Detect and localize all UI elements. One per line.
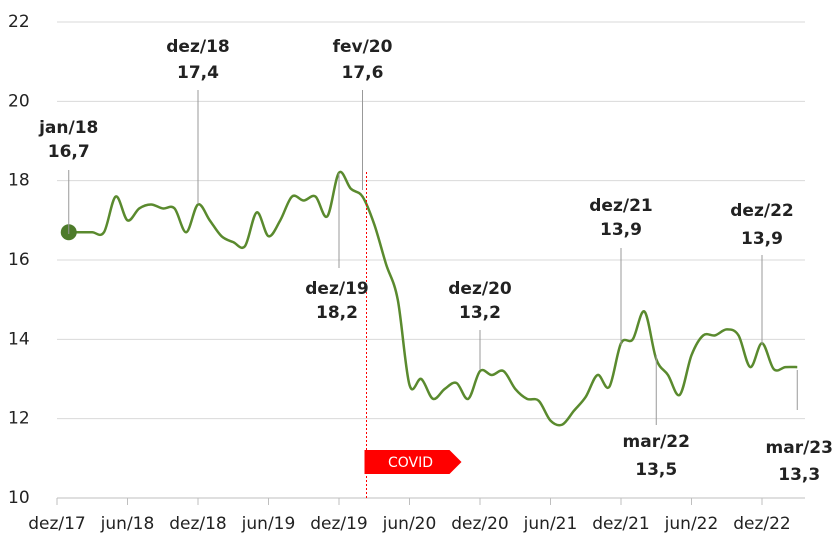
x-tick-label: dez/19 [310,514,368,534]
x-tick-label: jun/22 [664,514,719,534]
x-tick-label: jun/18 [100,514,155,534]
y-tick-label: 20 [8,91,30,111]
annotation-value: 13,9 [600,220,642,240]
annotation-month: mar/23 [766,438,833,458]
annotation-value: 17,6 [342,63,384,83]
annotation-value: 13,3 [778,465,820,485]
annotation-value: 13,2 [459,303,501,323]
x-tick-label: jun/21 [523,514,578,534]
annotation-month: mar/22 [623,432,690,452]
x-tick-label: dez/17 [28,514,86,534]
x-tick-label: dez/21 [592,514,650,534]
annotation-month: dez/18 [166,37,229,57]
annotation-value: 16,7 [48,142,90,162]
line [68,170,798,427]
x-tick-label: jun/19 [241,514,296,534]
y-tick-label: 18 [8,171,30,191]
annotation-month: dez/19 [305,279,368,299]
x-tick-label: jun/20 [382,514,437,534]
annotation-month: dez/21 [589,196,652,216]
y-tick-label: 14 [8,329,30,349]
y-tick-label: 16 [8,250,30,270]
annotation-value: 17,4 [177,63,219,83]
annotation-value: 13,5 [635,460,677,480]
annotation-month: fev/20 [333,37,393,57]
annotation-month: jan/18 [38,118,98,138]
event-tag [364,450,462,474]
annotation-month: dez/22 [730,201,793,221]
y-tick-label: 10 [8,488,30,508]
event-label: COVID [388,455,433,471]
y-tick-label: 22 [8,12,30,32]
y-tick-label: 12 [8,409,30,429]
x-tick-label: dez/20 [451,514,509,534]
annotation-value: 18,2 [316,303,358,323]
annotation-month: dez/20 [448,279,512,299]
x-tick-label: dez/18 [169,514,227,534]
x-tick-label: dez/22 [733,514,791,534]
annotation-value: 13,9 [741,229,783,249]
